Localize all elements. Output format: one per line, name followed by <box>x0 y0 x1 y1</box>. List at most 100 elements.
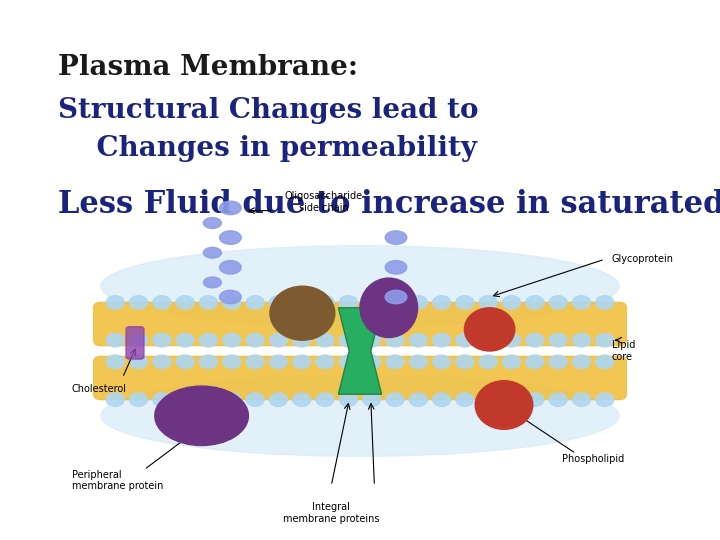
Ellipse shape <box>203 277 222 288</box>
Ellipse shape <box>153 296 171 309</box>
Ellipse shape <box>503 333 521 347</box>
Ellipse shape <box>316 355 334 368</box>
Ellipse shape <box>596 393 614 406</box>
Ellipse shape <box>360 278 418 338</box>
Ellipse shape <box>503 393 521 406</box>
Ellipse shape <box>409 355 427 368</box>
Ellipse shape <box>363 355 381 368</box>
Ellipse shape <box>480 296 498 309</box>
Ellipse shape <box>339 393 357 406</box>
Ellipse shape <box>153 333 171 347</box>
Text: Peripheral
membrane protein: Peripheral membrane protein <box>72 470 163 491</box>
Ellipse shape <box>526 333 544 347</box>
Ellipse shape <box>596 333 614 347</box>
Ellipse shape <box>220 231 241 244</box>
Ellipse shape <box>480 393 498 406</box>
Ellipse shape <box>503 355 521 368</box>
Text: Oligosaccharide
side chain: Oligosaccharide side chain <box>285 191 363 213</box>
Ellipse shape <box>596 355 614 368</box>
Ellipse shape <box>222 333 240 347</box>
Text: Lipid
core: Lipid core <box>612 340 635 362</box>
Text: Glycoprotein: Glycoprotein <box>612 254 674 264</box>
Ellipse shape <box>409 333 427 347</box>
Ellipse shape <box>269 393 287 406</box>
Ellipse shape <box>176 355 194 368</box>
Ellipse shape <box>386 393 404 406</box>
Ellipse shape <box>220 261 241 274</box>
Ellipse shape <box>456 393 474 406</box>
Ellipse shape <box>153 393 171 406</box>
Ellipse shape <box>363 333 381 347</box>
Ellipse shape <box>596 296 614 309</box>
Ellipse shape <box>549 296 567 309</box>
Ellipse shape <box>409 296 427 309</box>
Ellipse shape <box>107 355 124 368</box>
Ellipse shape <box>433 296 451 309</box>
Ellipse shape <box>433 355 451 368</box>
Ellipse shape <box>386 333 404 347</box>
Ellipse shape <box>293 393 311 406</box>
Ellipse shape <box>339 333 357 347</box>
Ellipse shape <box>107 296 124 309</box>
Ellipse shape <box>130 393 148 406</box>
Ellipse shape <box>526 393 544 406</box>
Ellipse shape <box>199 355 217 368</box>
Ellipse shape <box>363 296 381 309</box>
Ellipse shape <box>572 296 590 309</box>
Ellipse shape <box>246 333 264 347</box>
Ellipse shape <box>130 355 148 368</box>
Ellipse shape <box>222 393 240 406</box>
Ellipse shape <box>222 296 240 309</box>
Text: Integral
membrane proteins: Integral membrane proteins <box>283 502 379 524</box>
Ellipse shape <box>176 296 194 309</box>
Ellipse shape <box>199 393 217 406</box>
Ellipse shape <box>203 247 222 258</box>
Ellipse shape <box>409 393 427 406</box>
Text: Less Fluid due to increase in saturated fatty acids: Less Fluid due to increase in saturated … <box>58 189 720 220</box>
Ellipse shape <box>572 355 590 368</box>
Ellipse shape <box>549 333 567 347</box>
Ellipse shape <box>433 333 451 347</box>
Ellipse shape <box>101 246 619 327</box>
Ellipse shape <box>222 355 240 368</box>
Ellipse shape <box>339 355 357 368</box>
Ellipse shape <box>153 355 171 368</box>
Ellipse shape <box>293 333 311 347</box>
Ellipse shape <box>385 291 407 303</box>
Ellipse shape <box>246 355 264 368</box>
FancyBboxPatch shape <box>94 356 626 400</box>
Ellipse shape <box>480 333 498 347</box>
Ellipse shape <box>549 393 567 406</box>
Ellipse shape <box>572 393 590 406</box>
Ellipse shape <box>176 333 194 347</box>
Ellipse shape <box>269 296 287 309</box>
Ellipse shape <box>269 355 287 368</box>
Ellipse shape <box>385 231 407 244</box>
Ellipse shape <box>293 296 311 309</box>
Ellipse shape <box>456 355 474 368</box>
Ellipse shape <box>526 355 544 368</box>
Ellipse shape <box>270 286 335 340</box>
Ellipse shape <box>363 393 381 406</box>
FancyBboxPatch shape <box>126 327 144 359</box>
Ellipse shape <box>220 201 241 214</box>
Text: Phospholipid: Phospholipid <box>562 454 624 464</box>
PathPatch shape <box>338 308 382 394</box>
Ellipse shape <box>316 296 334 309</box>
Ellipse shape <box>572 333 590 347</box>
Text: Structural Changes lead to: Structural Changes lead to <box>58 97 478 124</box>
Ellipse shape <box>246 296 264 309</box>
Ellipse shape <box>293 355 311 368</box>
Ellipse shape <box>107 393 124 406</box>
Ellipse shape <box>386 355 404 368</box>
Text: Changes in permeability: Changes in permeability <box>58 135 477 162</box>
Ellipse shape <box>203 218 222 228</box>
FancyBboxPatch shape <box>94 302 626 346</box>
Ellipse shape <box>503 296 521 309</box>
Ellipse shape <box>246 393 264 406</box>
Ellipse shape <box>269 333 287 347</box>
Ellipse shape <box>526 296 544 309</box>
Ellipse shape <box>385 261 407 274</box>
Ellipse shape <box>199 333 217 347</box>
Ellipse shape <box>176 393 194 406</box>
